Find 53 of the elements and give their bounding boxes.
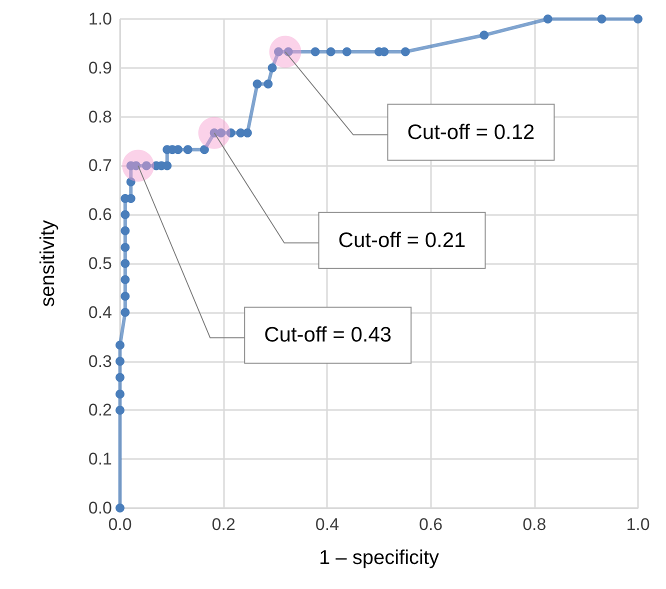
point: [120, 275, 130, 284]
point: [326, 47, 336, 56]
y-tick-label: 0.3: [88, 352, 112, 371]
point: [216, 128, 226, 138]
point: [120, 226, 130, 236]
point: [342, 47, 352, 56]
x-tick-label: 0.8: [522, 515, 546, 534]
point: [400, 47, 410, 56]
point: [116, 340, 124, 350]
point: [120, 242, 130, 252]
point: [126, 177, 136, 186]
point: [268, 63, 277, 72]
point: [274, 47, 284, 56]
point: [183, 145, 192, 154]
point: [252, 80, 262, 89]
point: [310, 47, 320, 56]
point: [120, 308, 130, 317]
y-tick-label: 0.2: [88, 400, 112, 420]
annotation: Cut-off = 0.21: [338, 228, 466, 252]
point: [116, 372, 124, 382]
y-tick-label: 0.6: [88, 205, 112, 224]
x-tick-label: 0.6: [418, 515, 443, 534]
point: [480, 30, 489, 40]
x-tick-label: 0.2: [212, 515, 236, 534]
point: [116, 390, 124, 399]
point: [226, 128, 236, 138]
y-tick-label: 0.1: [88, 450, 112, 469]
point: [634, 14, 642, 24]
point: [116, 504, 124, 512]
point: [120, 292, 130, 301]
y-tick-label: 1.0: [88, 10, 112, 28]
point: [142, 161, 151, 170]
y-tick-label: 0.0: [88, 498, 112, 518]
annotation: Cut-off = 0.43: [264, 324, 392, 347]
point: [116, 406, 124, 415]
x-tick-label: 0.0: [108, 515, 132, 534]
point: [597, 14, 606, 24]
point: [120, 210, 130, 220]
point: [120, 259, 130, 268]
y-axis-title: sensitivity: [37, 220, 59, 307]
y-tick-label: 0.9: [88, 58, 112, 78]
y-tick-label: 0.4: [88, 302, 112, 322]
x-tick-label: 0.4: [315, 515, 340, 534]
y-tick-label: 0.8: [88, 107, 112, 126]
x-tick-label: 1.0: [626, 515, 650, 534]
point: [264, 80, 273, 89]
point: [116, 356, 124, 366]
point: [200, 145, 209, 154]
x-axis-title: 1 – specificity: [318, 547, 440, 569]
annotation: Cut-off = 0.12: [407, 120, 535, 144]
y-tick-label: 0.7: [88, 156, 112, 176]
point: [543, 14, 552, 24]
y-tick-label: 0.5: [88, 254, 112, 273]
